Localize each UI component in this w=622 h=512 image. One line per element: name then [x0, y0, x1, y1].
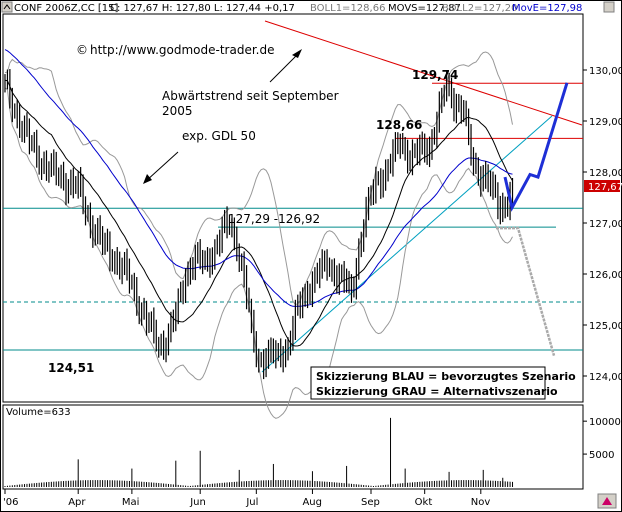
y-tick-label: 127,00 — [589, 219, 622, 230]
header-instrument: CONF 2006Z,CC [15] — [14, 3, 119, 14]
grey-scenario-path — [496, 226, 556, 356]
sma-line — [4, 79, 513, 347]
gdl-label: exp. GDL 50 — [182, 129, 256, 143]
gdl-arrow-head-icon — [143, 174, 152, 184]
header-menu-icon[interactable] — [1, 1, 13, 13]
level-12866-label: 128,66 — [376, 118, 422, 132]
gdl-arrow — [145, 151, 179, 182]
volume-tick-label: 10000 — [589, 417, 621, 428]
x-axis: '06 Apr Mai Jun Jul Aug Sep Okt Nov — [3, 489, 490, 508]
ema-line — [4, 49, 513, 307]
header-move: MovE=127,98 — [512, 3, 582, 14]
trend-label-line2: 2005 — [162, 104, 193, 118]
copyright-text: http://www.godmode-trader.de — [90, 43, 275, 57]
scenario-sketches — [496, 82, 569, 356]
x-tick-label: Jul — [245, 497, 258, 508]
low-label: 124,51 — [48, 361, 94, 375]
y-axis: 124,00 125,00 126,00 127,00 128,00 129,00 130,… — [583, 66, 622, 461]
header-movs: MOVS=127,87 — [388, 3, 461, 14]
last-price-value: 127,67 — [588, 182, 622, 193]
y-tick-label: 129,00 — [589, 117, 622, 128]
y-tick-label: 125,00 — [589, 321, 622, 332]
volume-bars — [4, 417, 514, 487]
x-tick-label: Apr — [68, 497, 86, 508]
y-tick-label: 124,00 — [589, 372, 622, 383]
copyright-icon: © — [76, 43, 88, 57]
last-price-tag — [584, 180, 620, 192]
header-scroll-button[interactable] — [603, 1, 615, 13]
header-boll2: BOLL2=127,20 — [442, 3, 517, 14]
x-tick-label: Jun — [189, 497, 206, 508]
indicator-lines — [4, 49, 513, 419]
header-chevron-icon — [3, 4, 11, 10]
header-boll1: BOLL1=128,66 — [310, 3, 385, 14]
trend-label-line1: Abwärtstrend seit September — [162, 89, 339, 103]
trend-arrow-head-icon — [292, 49, 302, 58]
y-tick-label: 128,00 — [589, 168, 622, 179]
volume-label: Volume=633 — [6, 407, 71, 418]
high-label: 129,74 — [412, 68, 458, 82]
scenario-legend — [310, 366, 546, 400]
level-range-label: 127,29 -126,92 — [228, 212, 320, 226]
x-tick-label: Nov — [471, 497, 491, 508]
x-tick-label: Mai — [122, 497, 140, 508]
legend-grey: Skizzierung GRAU = Alternativszenario — [316, 385, 558, 398]
volume-panel — [2, 404, 584, 490]
blue-scenario-path — [503, 82, 569, 212]
y-tick-label: 130,00 — [589, 66, 622, 77]
price-bars — [4, 69, 514, 380]
warning-triangle-icon — [602, 497, 612, 505]
legend-blue: Skizzierung BLAU = bevorzugtes Szenario — [316, 370, 576, 383]
x-tick-label: Aug — [302, 497, 322, 508]
x-tick-label: '06 — [3, 497, 18, 508]
x-tick-label: Okt — [415, 497, 433, 508]
volume-tick-label: 5000 — [589, 450, 614, 461]
x-tick-label: Sep — [361, 497, 380, 508]
y-tick-label: 126,00 — [589, 270, 622, 281]
header-quote: C: 127,67 H: 127,80 L: 127,44 +0,17 — [110, 3, 295, 14]
trend-arrow — [269, 51, 301, 83]
downtrend-line — [264, 20, 583, 126]
